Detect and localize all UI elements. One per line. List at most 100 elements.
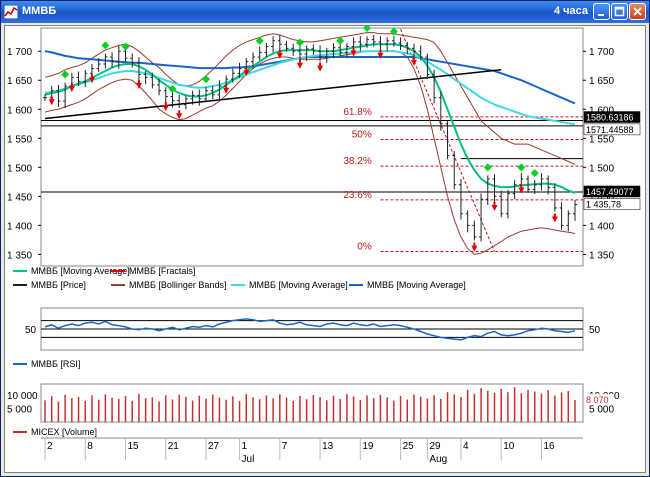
volume-bar xyxy=(480,388,482,422)
fib-level-label: 61.8% xyxy=(343,107,371,118)
fractal-down-marker xyxy=(491,204,498,211)
volume-bar xyxy=(118,398,120,422)
volume-bar xyxy=(466,389,469,422)
minimize-icon xyxy=(598,14,604,16)
volume-bar xyxy=(238,401,241,422)
fractal-up-marker xyxy=(530,169,539,178)
rsi-legend-label: ММВБ [RSI] xyxy=(31,359,80,369)
fractal-down-marker xyxy=(471,245,478,252)
rsi-line xyxy=(44,318,576,341)
fib-level-label: 50% xyxy=(352,129,372,140)
fib-level-label: 23.6% xyxy=(343,190,371,201)
volume-bar xyxy=(97,399,100,422)
date-day-label: 10 xyxy=(503,441,515,452)
y-tick-label-left: 1 500 xyxy=(7,163,32,174)
volume-y-tick-left: 5 000 xyxy=(7,404,32,415)
volume-bar xyxy=(500,388,502,422)
volume-bar xyxy=(272,398,274,422)
fractal-down-stem xyxy=(493,201,496,205)
price-panel xyxy=(40,27,584,267)
fractal-down-stem xyxy=(137,80,140,84)
fractal-up-marker xyxy=(336,36,345,45)
volume-bar xyxy=(312,394,315,422)
volume-bar xyxy=(198,395,201,422)
volume-bar xyxy=(433,395,435,422)
volume-bar xyxy=(446,392,449,422)
fractal-up-marker xyxy=(363,24,372,32)
fractal-up-marker xyxy=(483,163,492,172)
legend-label: ММВБ [Fractals] xyxy=(129,266,195,276)
fractal-down-marker xyxy=(68,85,75,92)
volume-bar xyxy=(205,398,207,422)
rsi-level-label-left: 50 xyxy=(25,325,37,336)
fractal-up-marker xyxy=(168,84,177,93)
date-day-label: 16 xyxy=(543,441,555,452)
volume-bar xyxy=(326,400,328,422)
date-day-label: 27 xyxy=(208,441,220,452)
volume-bar xyxy=(77,397,80,422)
volume-bar xyxy=(413,394,415,422)
date-day-label: 1 xyxy=(242,441,248,452)
fractal-down-marker xyxy=(350,50,357,57)
volume-bar xyxy=(352,396,355,422)
fractal-down-stem xyxy=(164,102,167,106)
fractal-up-marker xyxy=(121,42,130,51)
date-day-label: 19 xyxy=(362,441,374,452)
y-tick-label-right: 1 400 xyxy=(589,221,614,232)
fractal-down-stem xyxy=(225,84,228,88)
close-button[interactable] xyxy=(629,3,646,20)
volume-bar xyxy=(211,394,214,422)
y-tick-label-left: 1 600 xyxy=(7,105,32,116)
fractal-down-marker xyxy=(410,59,417,66)
volume-y-tick-left: 10 000 xyxy=(7,391,38,402)
volume-bar xyxy=(527,389,529,422)
volume-bar xyxy=(372,398,375,422)
chart-app-icon xyxy=(4,5,18,19)
fractal-down-marker xyxy=(223,87,230,94)
volume-bar xyxy=(493,392,496,422)
date-month-label: Jul xyxy=(242,454,255,465)
volume-bar xyxy=(366,395,368,422)
legend-label: ММВБ [Bollinger Bands] xyxy=(129,280,226,290)
chart-area[interactable]: 1 700 1 650 1 600 1 550 1 500 1 450 1 400 1 350… xyxy=(4,24,646,473)
volume-bar xyxy=(285,397,288,422)
title-bar[interactable]: ММВБ 4 часа xyxy=(1,1,649,23)
volume-bar xyxy=(44,400,46,422)
fractal-down-marker xyxy=(243,70,250,77)
fractal-down-marker xyxy=(296,62,303,69)
fib-level-label: 0% xyxy=(357,241,372,252)
bollinger-upper xyxy=(44,32,576,165)
fractal-up-marker xyxy=(202,75,211,84)
legend-label: ММВБ [Moving Average] xyxy=(31,266,130,276)
volume-bar xyxy=(64,394,66,422)
date-day-label: 13 xyxy=(322,441,334,452)
legend-label: ММВБ [Price] xyxy=(31,280,86,290)
volume-bar xyxy=(419,396,422,422)
volume-bar xyxy=(533,391,536,422)
volume-bar xyxy=(339,398,341,422)
fractal-down-marker xyxy=(176,113,183,120)
fractal-down-stem xyxy=(70,82,73,86)
y-tick-label-right: 1 600 xyxy=(589,105,614,116)
fib-level-label: 38.2% xyxy=(343,156,371,167)
fractal-down-marker xyxy=(88,77,95,84)
minimize-button[interactable] xyxy=(593,3,610,20)
volume-bar xyxy=(319,397,321,422)
fractal-down-stem xyxy=(520,184,523,188)
volume-bar xyxy=(386,397,388,422)
volume-bar xyxy=(279,394,281,422)
volume-bar xyxy=(50,396,53,422)
fractal-down-stem xyxy=(319,62,322,66)
fractal-down-stem xyxy=(245,67,248,71)
volume-bar xyxy=(399,395,402,422)
y-tick-label-right: 1 550 xyxy=(589,134,614,145)
volume-bar xyxy=(379,394,382,422)
fractal-up-marker xyxy=(295,38,304,47)
volume-panel xyxy=(40,383,584,423)
maximize-button[interactable] xyxy=(611,3,628,20)
volume-y-tick-right: 5 000 xyxy=(589,404,614,415)
price-tag-box xyxy=(583,111,641,123)
volume-bar xyxy=(171,399,174,422)
